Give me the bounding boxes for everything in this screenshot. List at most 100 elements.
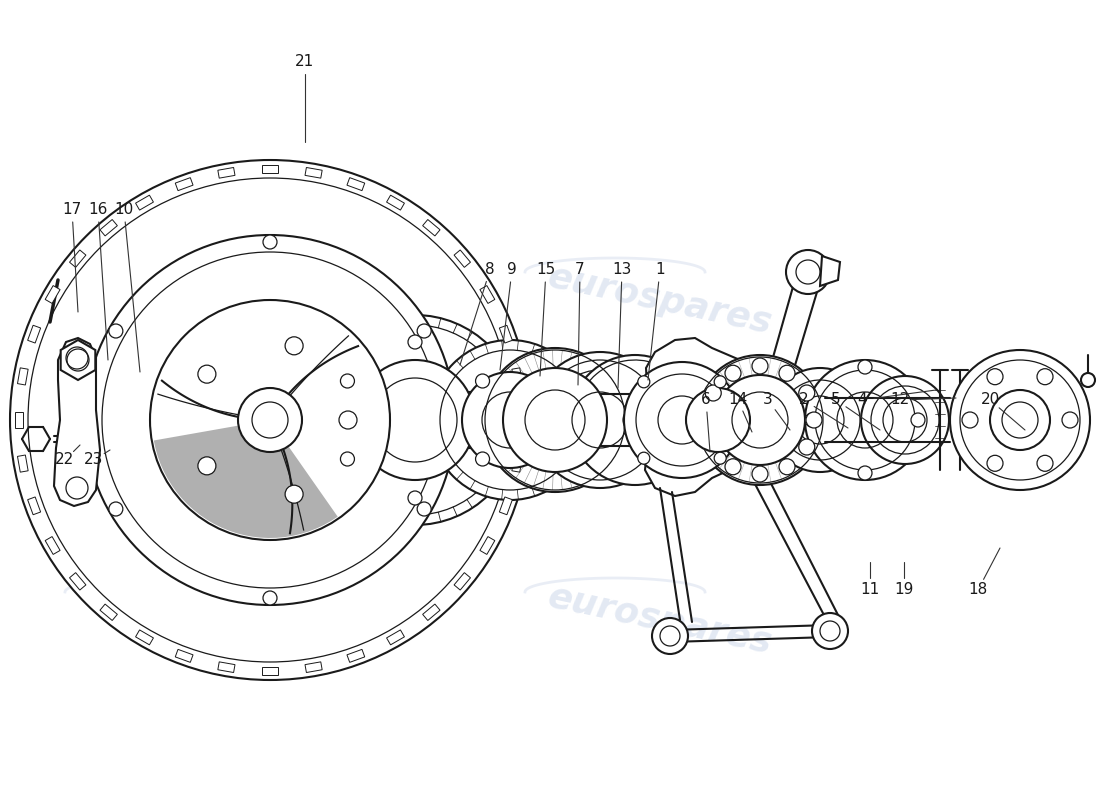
Circle shape (1037, 369, 1053, 385)
Bar (262, 165, 278, 173)
Bar (512, 455, 522, 472)
Bar (100, 219, 118, 236)
Circle shape (341, 452, 354, 466)
Circle shape (10, 160, 530, 680)
Text: 4: 4 (857, 393, 867, 407)
Circle shape (861, 376, 949, 464)
Circle shape (252, 402, 288, 438)
Bar (422, 219, 440, 236)
Bar (454, 250, 471, 267)
Text: 6: 6 (701, 393, 711, 407)
Circle shape (725, 366, 741, 382)
Text: 3: 3 (763, 393, 773, 407)
Text: 16: 16 (88, 202, 108, 218)
Circle shape (858, 360, 872, 374)
Circle shape (962, 412, 978, 428)
Bar (135, 195, 153, 210)
Circle shape (408, 491, 422, 505)
Bar (346, 178, 365, 190)
Circle shape (950, 350, 1090, 490)
Bar (69, 250, 86, 267)
Text: 17: 17 (63, 202, 81, 218)
Bar (346, 650, 365, 662)
Circle shape (341, 374, 354, 388)
Text: 21: 21 (296, 54, 315, 70)
Circle shape (355, 360, 475, 480)
Bar (28, 497, 41, 514)
Circle shape (1037, 455, 1053, 471)
Circle shape (858, 466, 872, 480)
Text: 19: 19 (894, 582, 914, 598)
Circle shape (911, 413, 925, 427)
Bar (480, 537, 495, 554)
Circle shape (408, 335, 422, 349)
Text: 7: 7 (575, 262, 585, 278)
Circle shape (66, 477, 88, 499)
Circle shape (285, 337, 304, 355)
Bar (18, 368, 29, 385)
Bar (100, 604, 118, 621)
Circle shape (990, 390, 1050, 450)
Circle shape (417, 324, 431, 338)
Text: 12: 12 (890, 393, 910, 407)
Circle shape (779, 366, 795, 382)
Circle shape (624, 362, 740, 478)
Text: 22: 22 (55, 453, 75, 467)
Bar (422, 604, 440, 621)
Circle shape (238, 388, 302, 452)
Bar (175, 178, 192, 190)
Bar (386, 195, 405, 210)
Text: 5: 5 (832, 393, 840, 407)
Bar (28, 326, 41, 343)
Circle shape (198, 457, 216, 475)
Bar (386, 630, 405, 645)
Circle shape (768, 368, 872, 472)
Text: eurospares: eurospares (85, 270, 316, 350)
Circle shape (715, 375, 805, 465)
Bar (45, 537, 60, 554)
Circle shape (812, 613, 848, 649)
Circle shape (686, 388, 750, 452)
Circle shape (805, 360, 925, 480)
Circle shape (779, 458, 795, 474)
Bar (262, 667, 278, 675)
Circle shape (285, 485, 304, 503)
Circle shape (150, 300, 390, 540)
Circle shape (462, 372, 558, 468)
Bar (480, 286, 495, 303)
Circle shape (102, 252, 438, 588)
Bar (512, 368, 522, 385)
Bar (175, 650, 192, 662)
Circle shape (987, 455, 1003, 471)
Bar (517, 412, 525, 428)
Bar (305, 167, 322, 178)
Circle shape (310, 315, 520, 525)
Polygon shape (154, 426, 338, 538)
Circle shape (805, 413, 820, 427)
Circle shape (417, 502, 431, 516)
Text: 13: 13 (613, 262, 631, 278)
Bar (499, 326, 513, 343)
Bar (18, 455, 29, 472)
Circle shape (503, 368, 607, 472)
Circle shape (786, 250, 830, 294)
Text: 20: 20 (980, 393, 1000, 407)
Text: 8: 8 (485, 262, 495, 278)
Circle shape (263, 591, 277, 605)
Circle shape (532, 352, 668, 488)
Text: 11: 11 (860, 582, 880, 598)
Text: eurospares: eurospares (85, 580, 316, 660)
Bar (218, 662, 235, 673)
Circle shape (109, 502, 123, 516)
Bar (499, 497, 513, 514)
Bar (218, 167, 235, 178)
Circle shape (85, 235, 455, 605)
Circle shape (714, 376, 726, 388)
Circle shape (752, 358, 768, 374)
Circle shape (66, 347, 88, 369)
Bar (454, 573, 471, 590)
Circle shape (198, 365, 216, 383)
Circle shape (483, 348, 627, 492)
Polygon shape (54, 338, 100, 506)
Bar (45, 286, 60, 303)
